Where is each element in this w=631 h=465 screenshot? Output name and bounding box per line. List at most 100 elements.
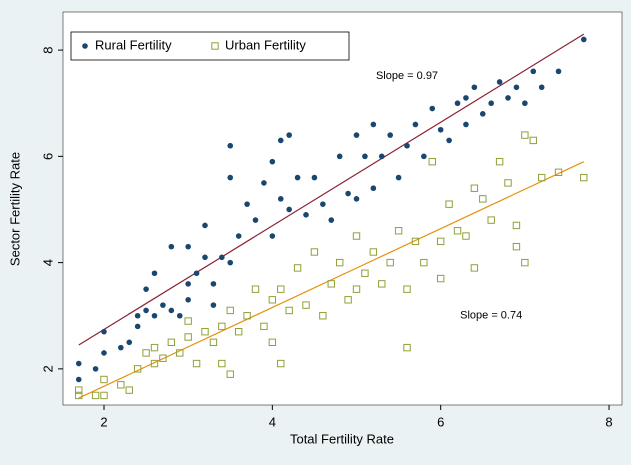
- rural-point: [235, 233, 242, 239]
- rural-point: [580, 36, 587, 43]
- rural-point: [488, 100, 494, 107]
- urban-point: [369, 248, 378, 256]
- urban-point: [521, 258, 529, 267]
- urban-point: [378, 280, 386, 288]
- urban-point: [243, 312, 251, 320]
- urban-point: [327, 280, 335, 288]
- urban-point: [150, 343, 159, 352]
- rural-point: [294, 174, 301, 181]
- rural-point: [151, 312, 158, 319]
- rural-point: [446, 137, 452, 144]
- urban-point: [436, 237, 445, 246]
- rural-point: [370, 185, 377, 192]
- urban-point: [344, 296, 352, 304]
- urban-point: [420, 258, 428, 267]
- urban-point: [277, 359, 285, 368]
- urban-point: [495, 157, 504, 166]
- rural-point: [463, 95, 469, 101]
- rural-point: [387, 132, 393, 138]
- urban-point: [209, 338, 218, 347]
- urban-point: [201, 327, 209, 336]
- rural-point: [210, 281, 217, 287]
- rural-point: [75, 360, 82, 367]
- urban-point: [150, 359, 159, 368]
- urban-point: [487, 216, 495, 224]
- urban-point: [218, 359, 226, 368]
- urban-point: [125, 386, 133, 394]
- rural-point: [395, 174, 402, 181]
- urban-point: [462, 232, 470, 240]
- x-axis-label: Total Fertility Rate: [290, 431, 394, 446]
- rural-point: [219, 254, 225, 261]
- rural-point: [437, 126, 444, 133]
- urban-point: [226, 370, 234, 378]
- rural-point: [277, 137, 284, 144]
- urban-point: [218, 322, 226, 331]
- rural-point: [101, 328, 107, 335]
- rural-point: [479, 111, 486, 117]
- rural-point: [277, 196, 284, 202]
- rural-point: [244, 201, 250, 207]
- urban-point: [310, 248, 319, 256]
- urban-point: [285, 306, 293, 315]
- urban-point: [386, 258, 394, 267]
- urban-point: [268, 296, 277, 304]
- rural-point: [143, 307, 149, 314]
- rural-point: [513, 84, 520, 91]
- rural-point: [168, 307, 175, 314]
- urban-point: [537, 173, 546, 182]
- urban-point: [445, 200, 453, 208]
- y-tick-label: 6: [40, 153, 55, 160]
- rural-point: [303, 211, 309, 218]
- y-tick-label: 4: [40, 259, 55, 266]
- urban-point: [512, 221, 521, 230]
- rural-point: [126, 339, 133, 346]
- urban-point: [293, 264, 302, 272]
- rural-point: [101, 350, 107, 356]
- rural-point: [320, 201, 326, 207]
- rural-point: [134, 312, 141, 319]
- x-tick-label: 6: [437, 414, 444, 429]
- urban-point: [167, 338, 176, 347]
- rural-point: [176, 312, 183, 319]
- urban-point: [479, 195, 487, 203]
- urban-point: [529, 136, 537, 145]
- urban-point: [75, 391, 83, 400]
- rural-point: [353, 132, 360, 138]
- y-tick-label: 2: [40, 365, 55, 372]
- rural-point: [227, 259, 234, 266]
- rural-point: [530, 68, 537, 75]
- fit-line: [78, 161, 585, 399]
- urban-point: [352, 232, 361, 240]
- rural-point: [168, 243, 175, 250]
- rural-point: [345, 190, 351, 197]
- rural-point: [336, 153, 343, 160]
- rural-point: [151, 270, 158, 277]
- y-axis-label: Sector Fertility Rate: [7, 152, 22, 266]
- rural-point: [286, 132, 292, 138]
- urban-point: [512, 242, 521, 251]
- rural-point: [378, 153, 385, 160]
- rural-point: [353, 196, 360, 202]
- urban-point: [142, 349, 150, 357]
- urban-point: [403, 343, 411, 352]
- urban-point: [133, 365, 142, 373]
- legend-label: Urban Fertility: [225, 37, 306, 52]
- rural-point: [75, 376, 82, 383]
- urban-point: [319, 312, 327, 320]
- rural-point: [269, 233, 276, 239]
- rural-point: [496, 79, 503, 85]
- urban-point: [411, 237, 420, 246]
- rural-point: [471, 84, 478, 91]
- urban-point: [184, 317, 192, 325]
- urban-point: [504, 179, 512, 187]
- urban-point: [470, 184, 479, 192]
- urban-point: [361, 269, 369, 277]
- plot-area: [62, 11, 623, 406]
- urban-point: [100, 391, 108, 400]
- rural-point: [463, 121, 469, 128]
- urban-point: [277, 285, 285, 293]
- rural-point: [261, 180, 267, 186]
